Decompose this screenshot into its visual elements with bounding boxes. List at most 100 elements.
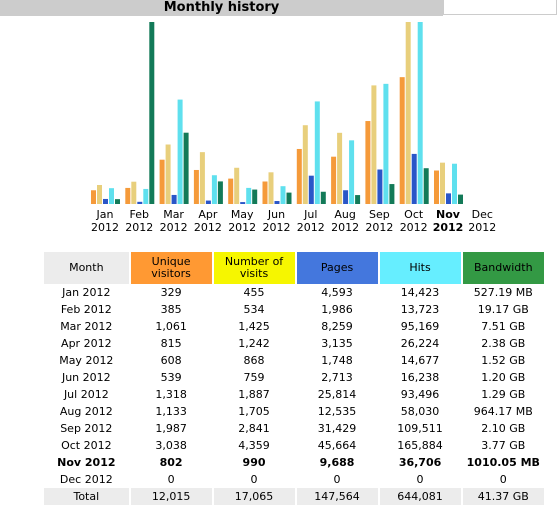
- bar: [383, 83, 389, 204]
- table-cell: 147,564: [296, 488, 378, 505]
- table-row: Feb 2012 385 534 1,986 13,723 19.17 GB: [44, 301, 544, 318]
- table-cell: Jun 2012: [61, 371, 111, 384]
- table-cell: 2.38 GB: [481, 337, 526, 350]
- x-tick-label: Nov 2012: [432, 208, 464, 234]
- bar: [103, 198, 108, 204]
- chart: [91, 22, 463, 204]
- table-cell: 539: [160, 371, 182, 384]
- bar: [217, 181, 223, 204]
- table-cell: 36,706: [398, 456, 442, 469]
- table-cell: 3.77 GB: [481, 439, 526, 452]
- bar: [109, 188, 114, 204]
- table-cell: 7.51 GB: [481, 320, 526, 333]
- bar: [411, 153, 417, 204]
- table-cell: 4,593: [321, 286, 353, 299]
- total-row: Total 12,015 17,065 147,564 644,081 41.37 GB: [44, 488, 544, 505]
- bar: [296, 148, 302, 204]
- x-tick-label: Mar 2012: [159, 208, 188, 234]
- table-cell: 95,169: [400, 320, 440, 333]
- table-cell: 1.29 GB: [481, 388, 526, 401]
- table-cell: 1,705: [238, 405, 270, 418]
- bar: [308, 175, 314, 204]
- column-header: Month: [44, 252, 129, 284]
- table-cell: 1,242: [238, 337, 270, 350]
- table-cell: 1,987: [155, 422, 187, 435]
- bar: [125, 187, 131, 204]
- table-cell: 12,535: [317, 405, 357, 418]
- x-tick-label: Oct 2012: [399, 208, 428, 234]
- bar: [405, 22, 411, 204]
- bar: [371, 85, 377, 204]
- bar: [131, 181, 137, 204]
- table-cell: 1,425: [238, 320, 270, 333]
- bar: [115, 199, 120, 204]
- bar: [452, 163, 457, 204]
- table-row: May 2012 608 868 1,748 14,677 1.52 GB: [44, 352, 544, 369]
- table-cell: Apr 2012: [61, 337, 112, 350]
- bar: [286, 192, 292, 204]
- table-cell: 13,723: [400, 303, 440, 316]
- table-cell: 0: [333, 473, 341, 486]
- bar: [211, 175, 217, 204]
- bar: [349, 140, 355, 204]
- bar: [149, 22, 155, 204]
- table-cell: 58,030: [400, 405, 440, 418]
- x-tick-label: Sep 2012: [365, 208, 394, 234]
- bar: [377, 169, 383, 204]
- bar: [137, 201, 143, 204]
- table-cell: 329: [160, 286, 182, 299]
- bar: [143, 188, 149, 204]
- bar: [262, 181, 268, 204]
- table-cell: 17,065: [213, 488, 295, 505]
- table-cell: 1.52 GB: [481, 354, 526, 367]
- table-cell: 1,887: [238, 388, 270, 401]
- table-cell: 12,015: [130, 488, 212, 505]
- bar: [337, 132, 343, 204]
- table-cell: 1,748: [321, 354, 353, 367]
- table-cell: Jan 2012: [62, 286, 111, 299]
- table-cell: 534: [243, 303, 265, 316]
- bar: [177, 99, 183, 204]
- table-cell: 8,259: [321, 320, 353, 333]
- table-cell: 14,423: [400, 286, 440, 299]
- table-row: Mar 2012 1,061 1,425 8,259 95,169 7.51 GB: [44, 318, 544, 335]
- table-cell: May 2012: [59, 354, 114, 367]
- bar: [199, 152, 205, 204]
- table-row: Jun 2012 539 759 2,713 16,238 1.20 GB: [44, 369, 544, 386]
- table-cell: 1,318: [155, 388, 187, 401]
- section-title: Monthly history: [0, 0, 443, 16]
- table-cell: 2,841: [238, 422, 270, 435]
- table-cell: 1,986: [321, 303, 353, 316]
- table-cell: 4,359: [238, 439, 270, 452]
- table-row: Sep 2012 1,987 2,841 31,429 109,511 2.10 GB: [44, 420, 544, 437]
- table-cell: 527.19 MB: [473, 286, 533, 299]
- bar: [171, 194, 177, 204]
- table-cell: 802: [159, 456, 183, 469]
- table-cell: 41.37 GB: [462, 488, 544, 505]
- bar: [246, 187, 252, 204]
- table-cell: Sep 2012: [60, 422, 113, 435]
- bar: [458, 194, 463, 204]
- bar: [417, 22, 423, 204]
- table-cell: Total: [44, 488, 129, 505]
- table-row: Jul 2012 1,318 1,887 25,814 93,496 1.29 GB: [44, 386, 544, 403]
- table-cell: 0: [167, 473, 175, 486]
- data-table: Month Unique visitors Number of visits Page…: [42, 252, 546, 505]
- bar: [355, 195, 361, 204]
- bar: [365, 121, 371, 204]
- table-cell: 14,677: [400, 354, 440, 367]
- table-cell: 608: [160, 354, 182, 367]
- table-cell: 815: [160, 337, 182, 350]
- table-cell: 385: [160, 303, 182, 316]
- bar: [228, 178, 234, 204]
- bar: [331, 156, 337, 204]
- bar: [446, 193, 451, 204]
- table-cell: 25,814: [317, 388, 357, 401]
- table-cell: Nov 2012: [57, 456, 116, 469]
- table-cell: 0: [499, 473, 507, 486]
- table-row: Nov 2012 802 990 9,688 36,706 1010.05 MB: [44, 454, 544, 471]
- table-cell: Oct 2012: [61, 439, 112, 452]
- table-cell: 1,061: [155, 320, 187, 333]
- table-cell: 45,664: [317, 439, 357, 452]
- bar: [434, 170, 439, 204]
